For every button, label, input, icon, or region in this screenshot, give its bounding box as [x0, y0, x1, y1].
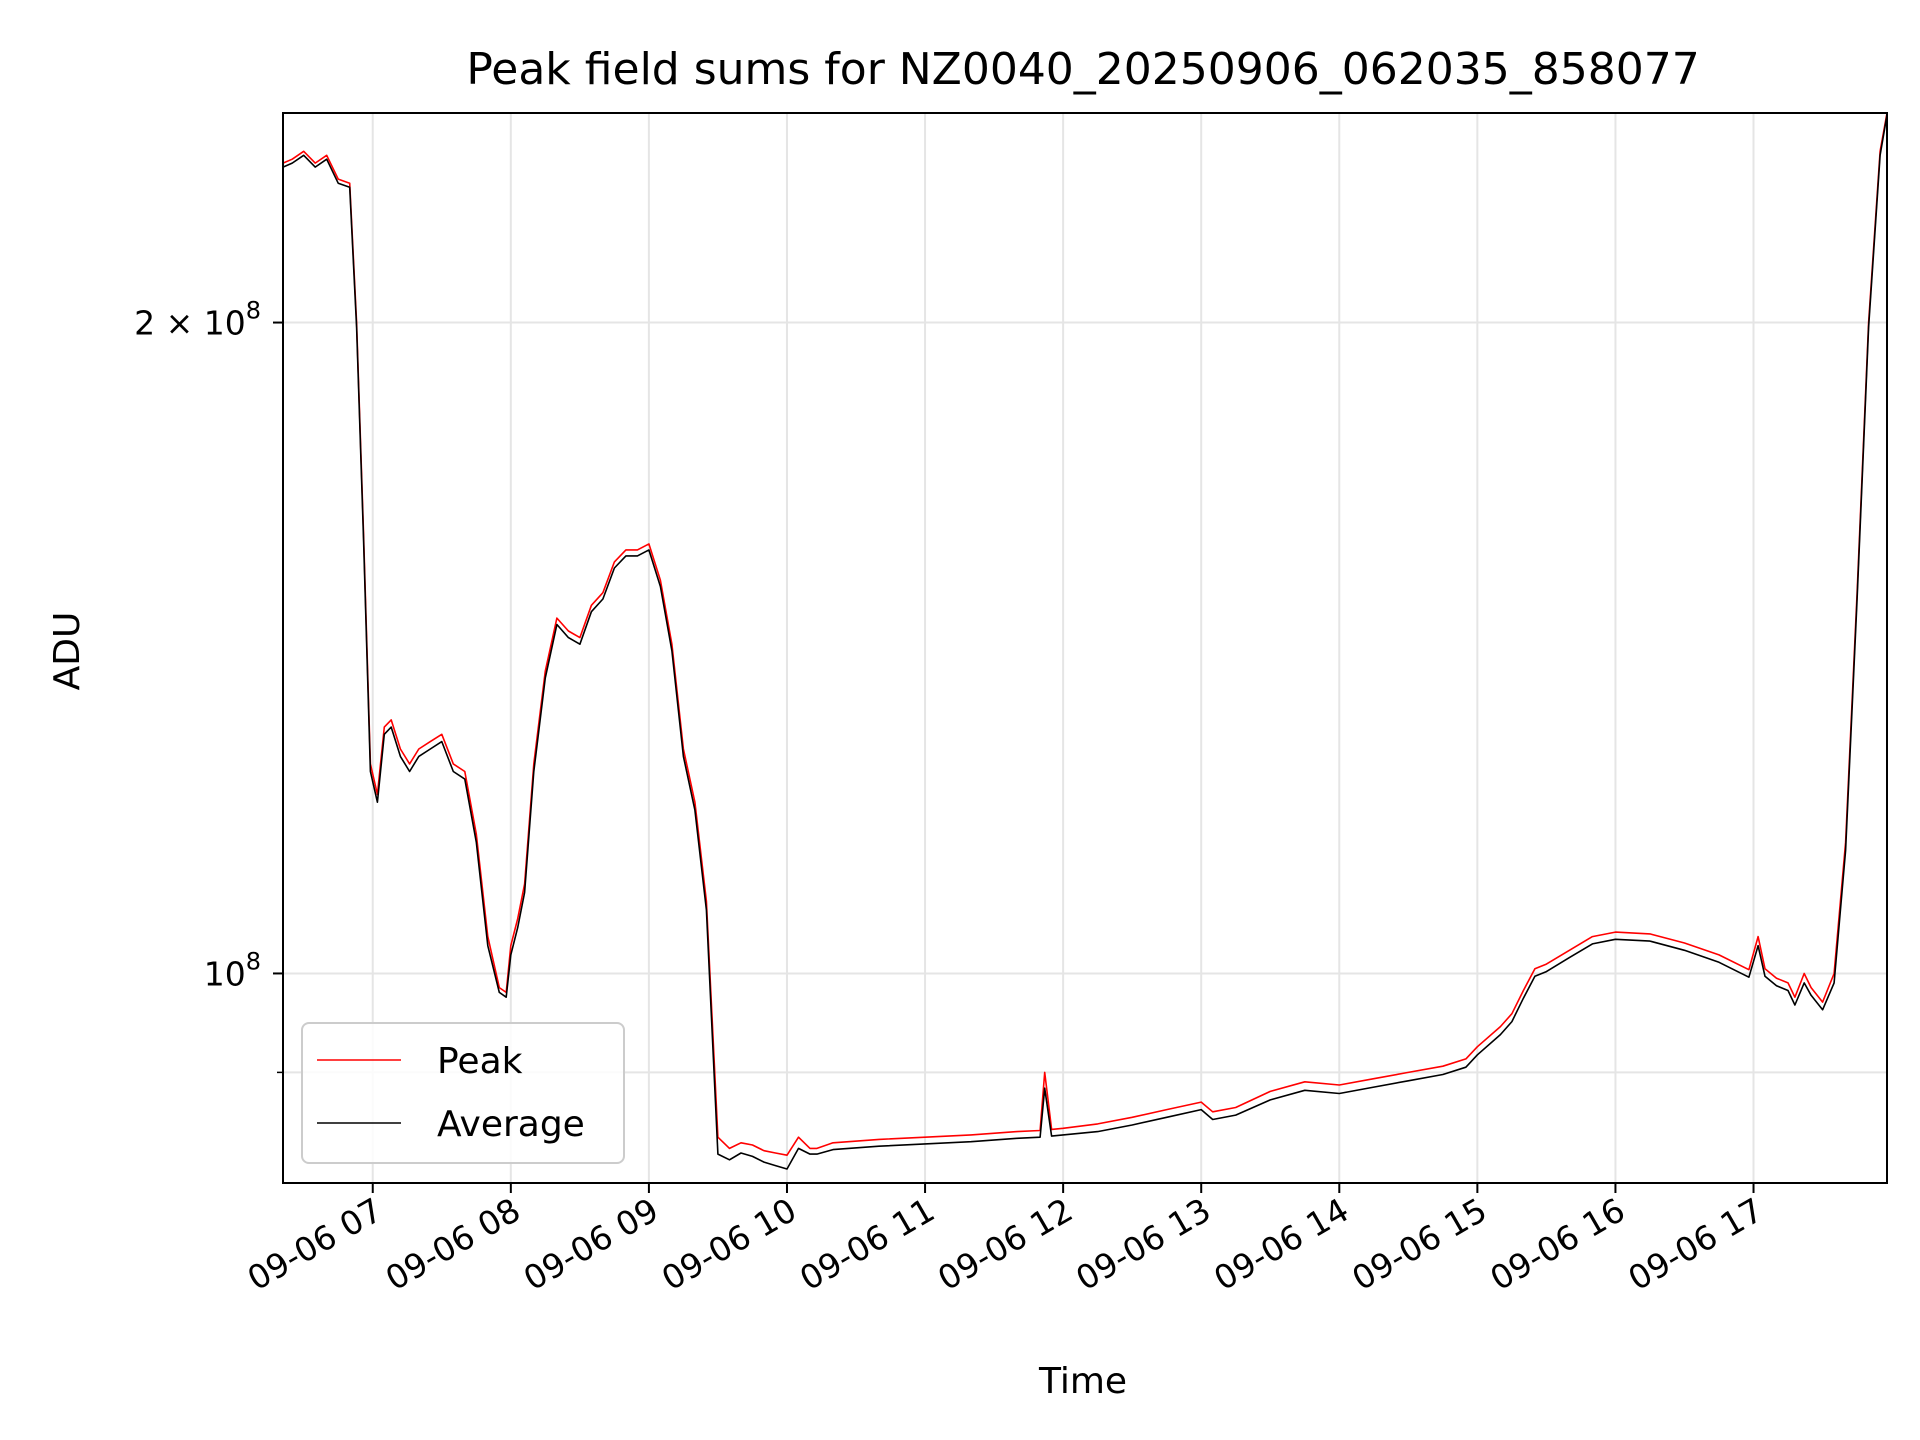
y-axis-label: ADU [47, 612, 88, 691]
series-line-average [283, 114, 1887, 1170]
grid [283, 113, 1887, 1183]
y-ticks: 108 2 × 108 [134, 297, 283, 1074]
plot-frame [282, 112, 1888, 1184]
series-line-peak [283, 113, 1887, 1156]
y-tick-label: 2 × 108 [134, 297, 261, 343]
y-tick-label: 108 [204, 947, 261, 993]
legend-label-average: Average [437, 1104, 585, 1145]
legend-box [301, 1022, 625, 1164]
legend: Peak Average [301, 1022, 625, 1164]
x-axis-label: Time [1038, 1361, 1127, 1402]
series-layer [283, 113, 1887, 1170]
legend-label-peak: Peak [437, 1041, 523, 1082]
chart-title: Peak field sums for NZ0040_20250906_0620… [466, 44, 1699, 95]
